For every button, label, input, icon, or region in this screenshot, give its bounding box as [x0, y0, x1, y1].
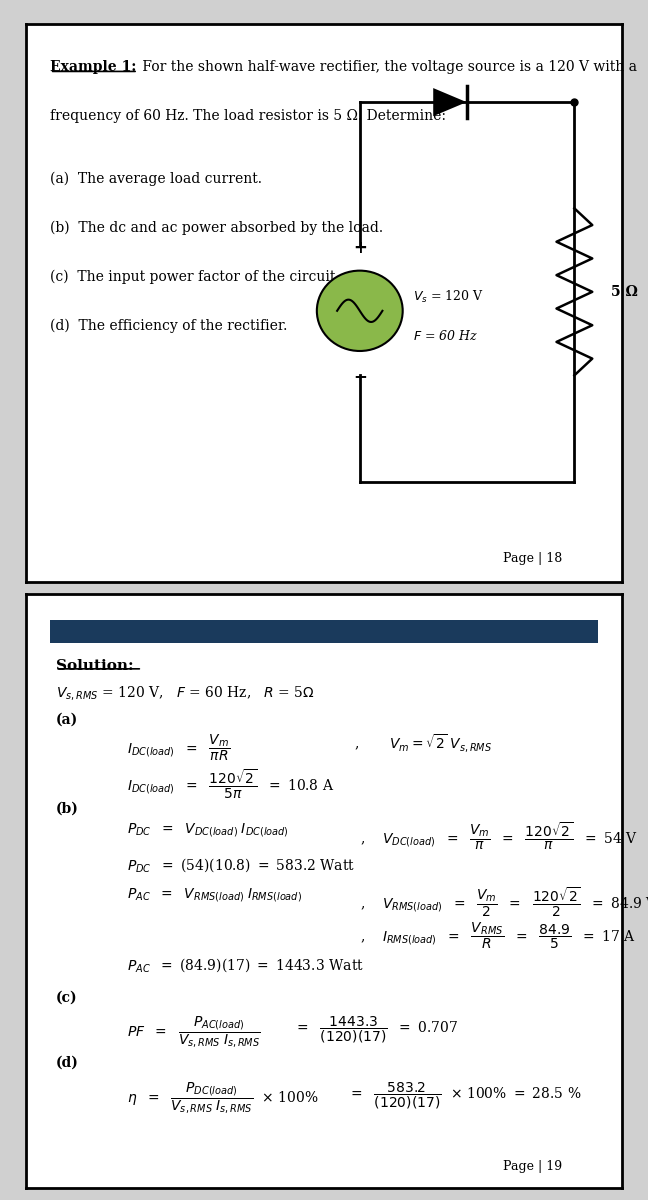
- Text: Example 1:: Example 1:: [50, 60, 136, 74]
- Text: (c): (c): [56, 991, 77, 1004]
- Text: $V_s$ = 120 V: $V_s$ = 120 V: [413, 289, 484, 305]
- Text: For the shown half-wave rectifier, the voltage source is a 120 V with a: For the shown half-wave rectifier, the v…: [138, 60, 637, 74]
- Text: $I_{DC(load)}$  $=$  $\dfrac{120\sqrt{2}}{5\pi}$  $=$ 10.8 A: $I_{DC(load)}$ $=$ $\dfrac{120\sqrt{2}}{…: [127, 768, 334, 800]
- FancyBboxPatch shape: [50, 620, 598, 643]
- Text: $PF$  $=$  $\dfrac{P_{AC(load)}}{V_{s,RMS}\;I_{s,RMS}}$: $PF$ $=$ $\dfrac{P_{AC(load)}}{V_{s,RMS}…: [127, 1014, 261, 1050]
- Text: (a)  The average load current.: (a) The average load current.: [50, 172, 262, 186]
- Text: (d)  The efficiency of the rectifier.: (d) The efficiency of the rectifier.: [50, 319, 287, 334]
- Text: frequency of 60 Hz. The load resistor is 5 Ω. Determine:: frequency of 60 Hz. The load resistor is…: [50, 109, 446, 122]
- Text: (d): (d): [56, 1056, 78, 1070]
- Text: $=$  $\dfrac{583.2}{(120)(17)}$  $\times$ 100% $=$ 28.5 %: $=$ $\dfrac{583.2}{(120)(17)}$ $\times$ …: [348, 1081, 581, 1111]
- Text: −: −: [353, 367, 367, 385]
- Text: ,    $V_{RMS(load)}$  $=$  $\dfrac{V_m}{2}$  $=$  $\dfrac{120\sqrt{2}}{2}$  $=$ : , $V_{RMS(load)}$ $=$ $\dfrac{V_m}{2}$ $…: [360, 887, 648, 919]
- Text: $I_{DC(load)}$  $=$  $\dfrac{V_m}{\pi R}$: $I_{DC(load)}$ $=$ $\dfrac{V_m}{\pi R}$: [127, 732, 231, 762]
- Text: Page | 18: Page | 18: [503, 552, 562, 565]
- Text: ,    $I_{RMS(load)}$  $=$  $\dfrac{V_{RMS}}{R}$  $=$  $\dfrac{84.9}{5}$  $=$ 17 : , $I_{RMS(load)}$ $=$ $\dfrac{V_{RMS}}{R…: [360, 920, 635, 952]
- Text: ,       $V_m = \sqrt{2}\;V_{s,RMS}$: , $V_m = \sqrt{2}\;V_{s,RMS}$: [354, 732, 492, 754]
- Text: $P_{AC}$  $=$ (84.9)(17) $=$ 1443.3 Watt: $P_{AC}$ $=$ (84.9)(17) $=$ 1443.3 Watt: [127, 956, 364, 974]
- Text: Page | 19: Page | 19: [503, 1160, 562, 1174]
- Text: $P_{AC}$  $=$  $V_{RMS(load)}\;I_{RMS(load)}$: $P_{AC}$ $=$ $V_{RMS(load)}\;I_{RMS(load…: [127, 887, 302, 905]
- Text: ,    $V_{DC(load)}$  $=$  $\dfrac{V_m}{\pi}$  $=$  $\dfrac{120\sqrt{2}}{\pi}$  $: , $V_{DC(load)}$ $=$ $\dfrac{V_m}{\pi}$ …: [360, 821, 638, 852]
- Text: +: +: [353, 239, 367, 257]
- Text: (c)  The input power factor of the circuit.: (c) The input power factor of the circui…: [50, 270, 340, 284]
- Text: $P_{DC}$  $=$ (54)(10.8) $=$ 583.2 Watt: $P_{DC}$ $=$ (54)(10.8) $=$ 583.2 Watt: [127, 857, 355, 875]
- Text: (b): (b): [56, 802, 78, 816]
- Text: (b)  The dc and ac power absorbed by the load.: (b) The dc and ac power absorbed by the …: [50, 221, 383, 235]
- Circle shape: [317, 271, 402, 350]
- Polygon shape: [434, 88, 467, 116]
- Text: Solution:: Solution:: [56, 659, 133, 673]
- Text: $=$  $\dfrac{1443.3}{(120)(17)}$  $=$ 0.707: $=$ $\dfrac{1443.3}{(120)(17)}$ $=$ 0.70…: [294, 1014, 459, 1045]
- Text: (a): (a): [56, 713, 78, 727]
- Text: $\eta$  $=$  $\dfrac{P_{DC(load)}}{V_{s,RMS}\;I_{s,RMS}}$  $\times$ 100%: $\eta$ $=$ $\dfrac{P_{DC(load)}}{V_{s,RM…: [127, 1081, 319, 1116]
- Text: $F$ = 60 Hz: $F$ = 60 Hz: [413, 329, 478, 343]
- Text: $P_{DC}$  $=$  $V_{DC(load)}\;I_{DC(load)}$: $P_{DC}$ $=$ $V_{DC(load)}\;I_{DC(load)}…: [127, 821, 289, 839]
- Text: $V_{s,RMS}$ = 120 V,   $F$ = 60 Hz,   $R$ = 5$\Omega$: $V_{s,RMS}$ = 120 V, $F$ = 60 Hz, $R$ = …: [56, 684, 314, 702]
- Text: 5 Ω: 5 Ω: [611, 284, 638, 299]
